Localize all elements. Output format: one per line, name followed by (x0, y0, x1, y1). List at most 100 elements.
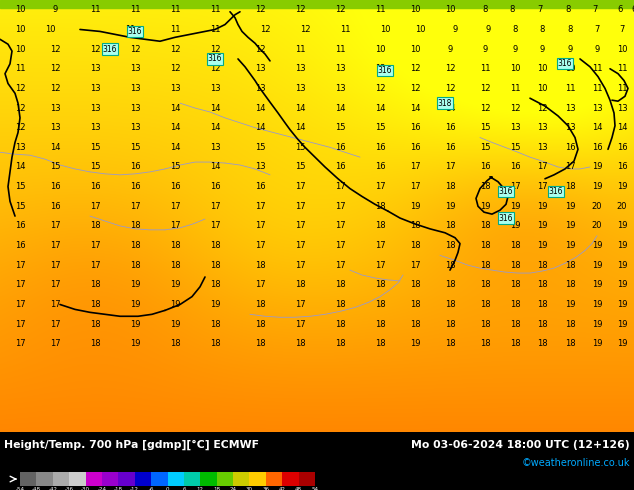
Text: 19: 19 (592, 163, 602, 172)
Text: 17: 17 (444, 163, 455, 172)
Text: 18: 18 (89, 319, 100, 329)
Text: 19: 19 (410, 202, 420, 211)
Text: 7: 7 (537, 5, 543, 14)
Text: 16: 16 (15, 221, 25, 230)
Text: 16: 16 (255, 182, 265, 191)
Text: 13: 13 (255, 64, 265, 74)
Text: 13: 13 (617, 103, 627, 113)
Bar (184, 472, 200, 486)
Text: 16: 16 (89, 182, 100, 191)
Text: 42: 42 (279, 487, 286, 490)
Text: -42: -42 (48, 487, 57, 490)
Text: 18: 18 (480, 339, 490, 348)
Text: 19: 19 (592, 182, 602, 191)
Text: 13: 13 (592, 103, 602, 113)
Text: 11: 11 (375, 5, 385, 14)
Text: 14: 14 (410, 103, 420, 113)
Text: 19: 19 (130, 339, 140, 348)
Text: 20: 20 (592, 221, 602, 230)
Text: 13: 13 (210, 84, 220, 93)
Text: 13: 13 (130, 84, 140, 93)
Text: 18: 18 (89, 280, 100, 290)
Text: 18: 18 (480, 300, 490, 309)
Text: 14: 14 (170, 103, 180, 113)
Text: 11: 11 (90, 5, 100, 14)
Text: 16: 16 (375, 163, 385, 172)
Text: -54: -54 (15, 487, 25, 490)
Text: 318: 318 (438, 98, 452, 108)
Text: 18: 18 (510, 280, 521, 290)
Text: 17: 17 (15, 261, 25, 270)
Text: 17: 17 (335, 261, 346, 270)
Text: 19: 19 (592, 261, 602, 270)
Text: 10: 10 (444, 5, 455, 14)
Text: 9: 9 (512, 45, 517, 53)
Text: 15: 15 (130, 143, 140, 152)
Text: 18: 18 (89, 300, 100, 309)
Text: 19: 19 (444, 202, 455, 211)
Text: 19: 19 (617, 221, 627, 230)
Text: 15: 15 (295, 163, 305, 172)
Text: 17: 17 (89, 202, 100, 211)
Text: 15: 15 (480, 143, 490, 152)
Text: 19: 19 (617, 182, 627, 191)
Text: 316: 316 (208, 54, 223, 63)
Text: 16: 16 (130, 182, 140, 191)
Text: 16: 16 (170, 182, 180, 191)
Text: 10: 10 (415, 25, 425, 34)
Text: 13: 13 (170, 84, 180, 93)
Text: 13: 13 (510, 123, 521, 132)
Text: 7: 7 (594, 25, 600, 34)
Text: 18: 18 (537, 280, 547, 290)
Text: 18: 18 (335, 339, 346, 348)
Text: 19: 19 (510, 221, 521, 230)
Bar (249, 472, 266, 486)
Text: 9: 9 (53, 5, 58, 14)
Text: 9: 9 (482, 45, 488, 53)
Text: 18: 18 (480, 182, 490, 191)
Text: 13: 13 (89, 123, 100, 132)
Text: -30: -30 (81, 487, 90, 490)
Text: -12: -12 (130, 487, 139, 490)
Text: 19: 19 (130, 300, 140, 309)
Text: 17: 17 (89, 261, 100, 270)
Bar (167, 472, 184, 486)
Text: 16: 16 (335, 163, 346, 172)
Bar (0, 0, 634, 8)
Text: 10: 10 (537, 64, 547, 74)
Bar (36, 472, 53, 486)
Text: 17: 17 (335, 202, 346, 211)
Text: 18: 18 (170, 241, 180, 250)
Text: 14: 14 (15, 163, 25, 172)
Text: 15: 15 (375, 123, 385, 132)
Text: 13: 13 (565, 103, 575, 113)
Text: 14: 14 (444, 103, 455, 113)
Text: 12: 12 (197, 487, 204, 490)
Text: 14: 14 (255, 103, 265, 113)
Text: 12: 12 (90, 45, 100, 53)
Text: 18: 18 (375, 319, 385, 329)
Text: 6: 6 (182, 487, 186, 490)
Text: 17: 17 (255, 241, 265, 250)
Text: 17: 17 (335, 221, 346, 230)
Text: 12: 12 (15, 84, 25, 93)
Text: 12: 12 (410, 84, 420, 93)
Text: 12: 12 (170, 45, 180, 53)
Text: 14: 14 (335, 103, 346, 113)
Text: 19: 19 (565, 221, 575, 230)
Text: 15: 15 (170, 163, 180, 172)
Text: 18: 18 (480, 261, 490, 270)
Text: 16: 16 (480, 163, 490, 172)
Text: 18: 18 (537, 319, 547, 329)
Text: 17: 17 (15, 300, 25, 309)
Bar (266, 472, 282, 486)
Text: 17: 17 (89, 241, 100, 250)
Text: 11: 11 (617, 84, 627, 93)
Text: 14: 14 (295, 103, 305, 113)
Text: 16: 16 (510, 163, 521, 172)
Text: 12: 12 (480, 84, 490, 93)
Text: 18: 18 (210, 241, 220, 250)
Text: 11: 11 (617, 64, 627, 74)
Text: 10: 10 (510, 64, 521, 74)
Text: Mo 03-06-2024 18:00 UTC (12+126): Mo 03-06-2024 18:00 UTC (12+126) (411, 440, 630, 450)
